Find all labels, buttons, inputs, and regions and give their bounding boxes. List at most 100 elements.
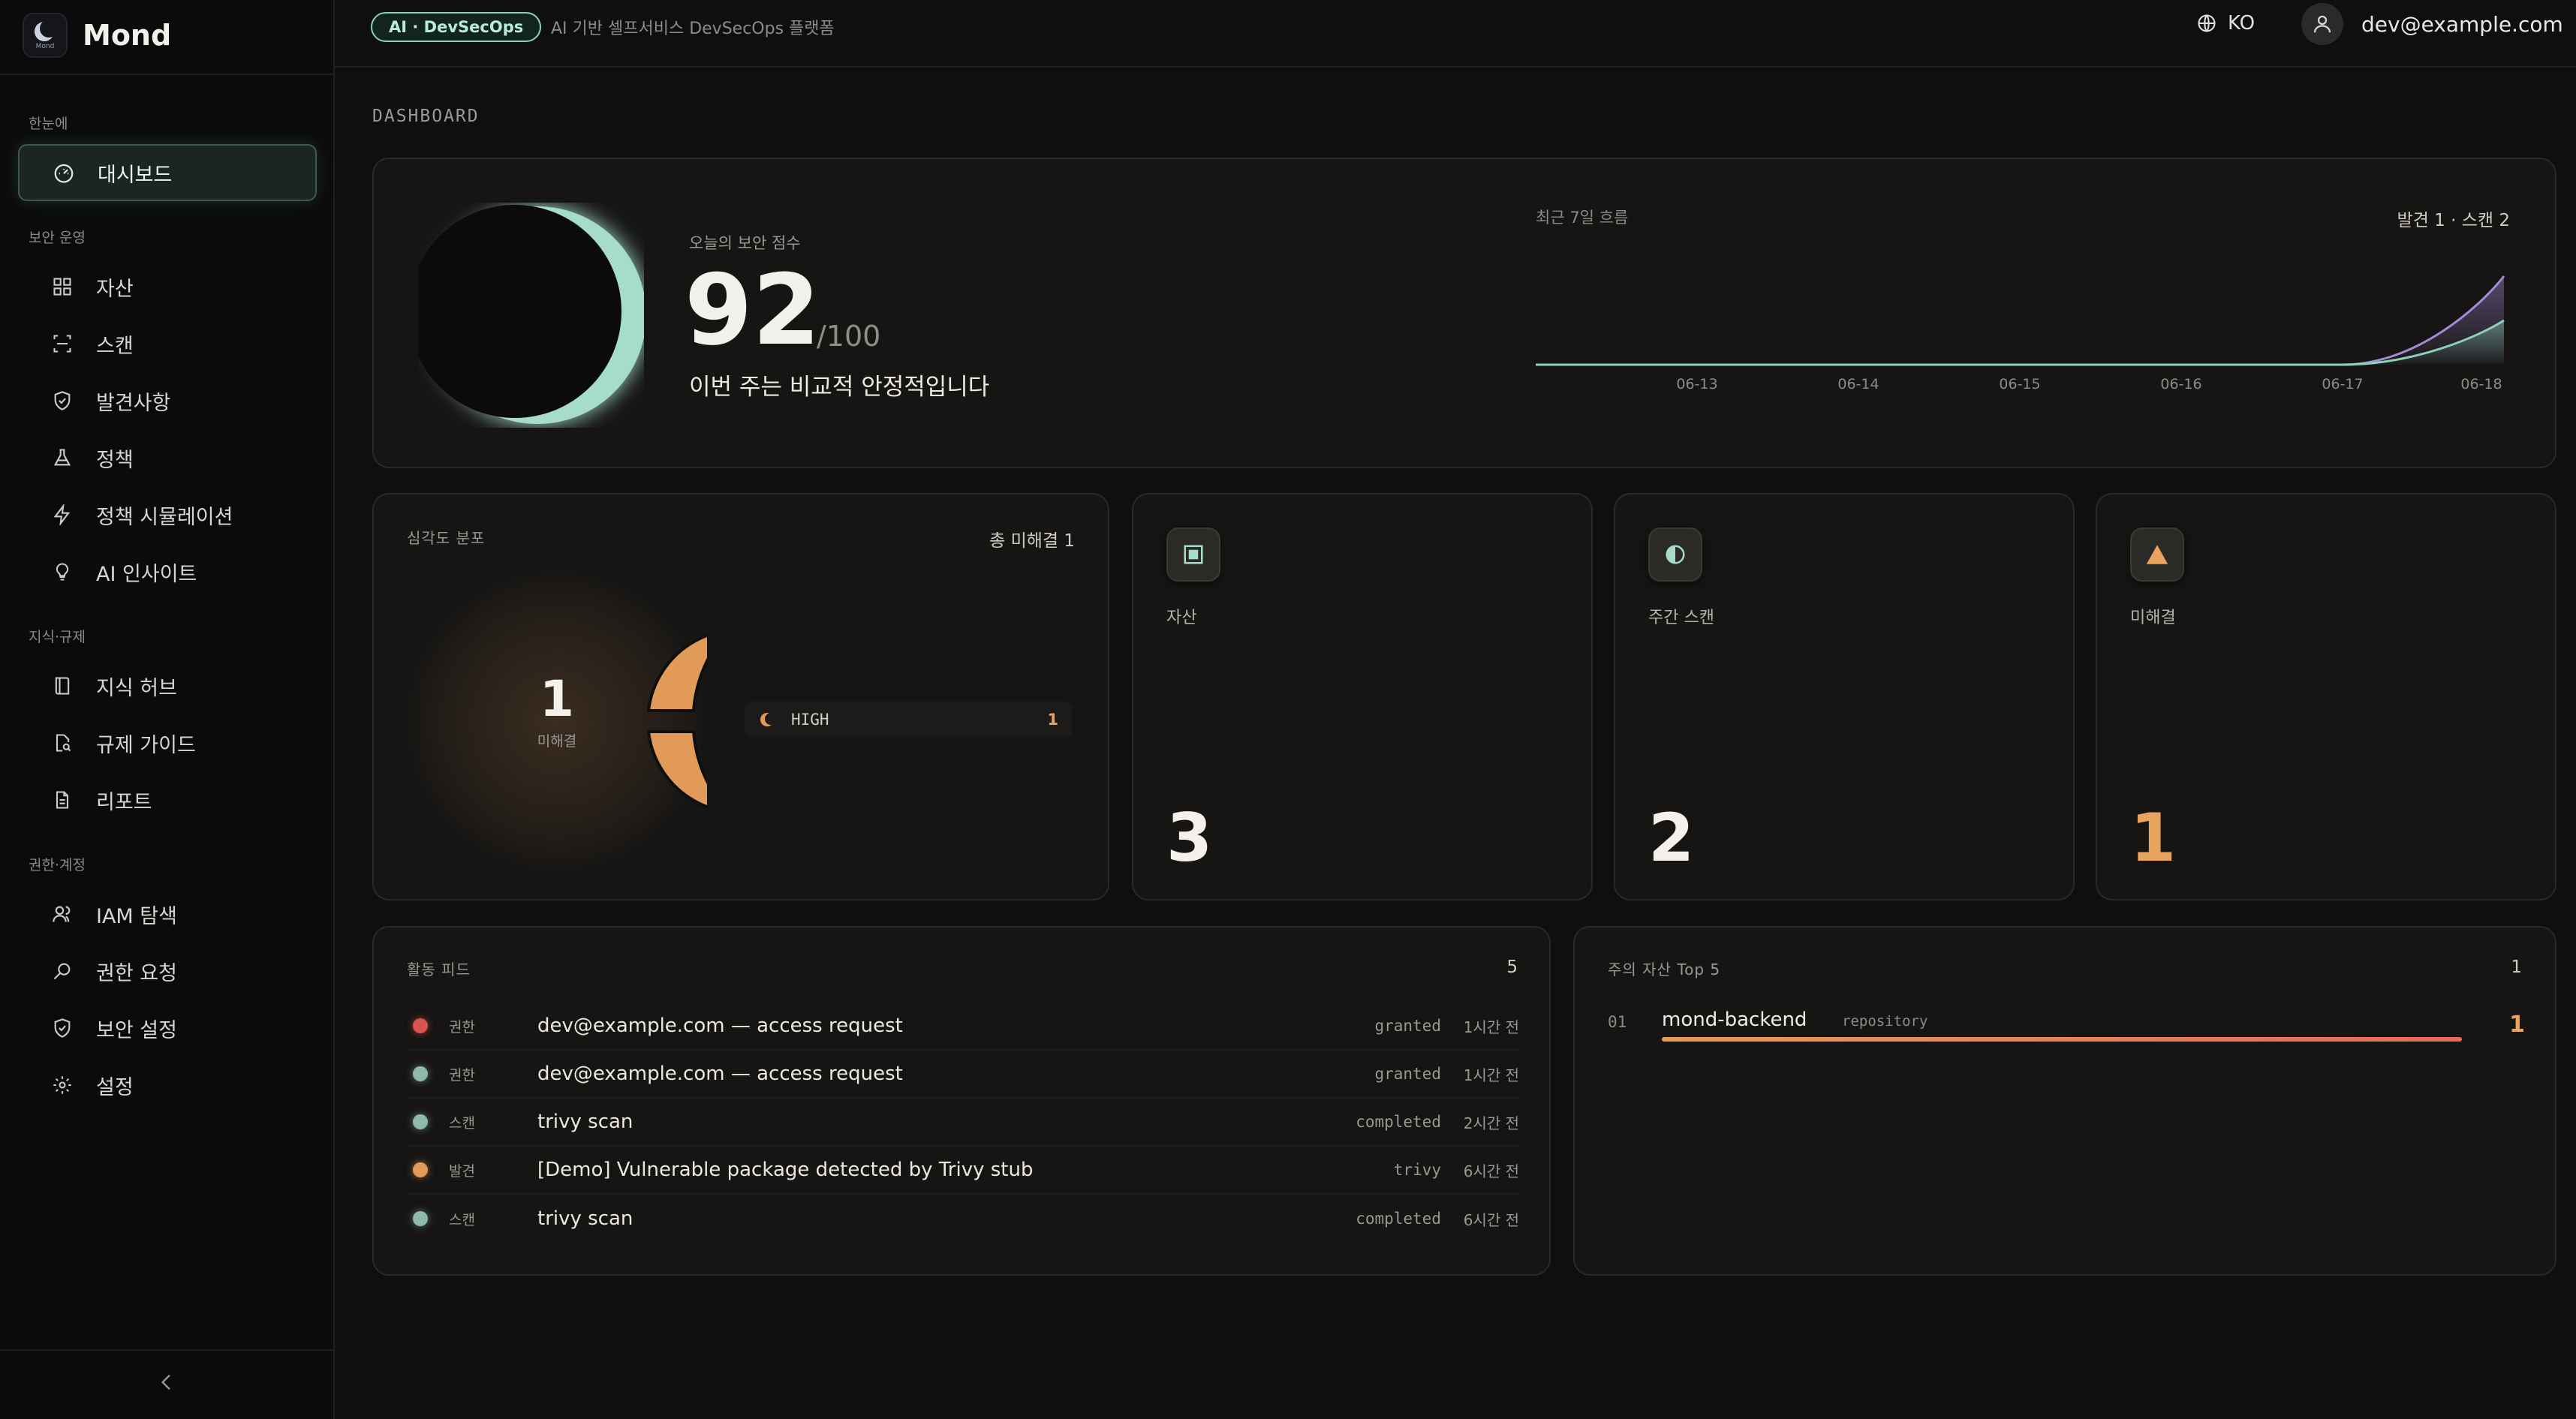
sidebar-item-report[interactable]: 리포트: [18, 771, 317, 828]
sidebar-item-policy-simulation[interactable]: 정책 시뮬레이션: [18, 486, 317, 543]
sidebar-item-label: 지식 허브: [96, 676, 177, 700]
sidebar-item-label: 보안 설정: [96, 1018, 177, 1042]
sidebar-item-iam[interactable]: IAM 탐색: [18, 885, 317, 942]
score-label: 오늘의 보안 점수: [689, 234, 801, 252]
sidebar-collapse-button[interactable]: [155, 1370, 179, 1394]
asset-name: mond-backend: [1662, 1009, 1807, 1031]
table-row[interactable]: 스캔 trivy scan completed 6시간 전: [407, 1195, 1519, 1243]
sidebar-item-policy[interactable]: 정책: [18, 429, 317, 486]
severity-donut: 1 미해결: [407, 571, 968, 871]
severity-legend-high[interactable]: HIGH 1: [745, 702, 1072, 738]
stat-card-assets[interactable]: 자산 3: [1132, 493, 1593, 900]
nav-section-title: 보안 운영: [29, 230, 86, 246]
users-icon: [51, 903, 74, 925]
feed-title: trivy scan: [537, 1111, 633, 1133]
globe-icon: [2198, 14, 2216, 32]
sidebar-item-label: 권한 요청: [96, 961, 177, 985]
feed-status: completed: [1356, 1210, 1441, 1228]
sidebar-item-findings[interactable]: 발견사항: [18, 372, 317, 429]
score-max: /100: [817, 320, 881, 353]
donut-center-label: 미해결: [537, 733, 577, 750]
sidebar-item-dashboard[interactable]: 대시보드: [18, 144, 317, 201]
table-row[interactable]: 발견 [Demo] Vulnerable package detected by…: [407, 1147, 1519, 1195]
sidebar-item-permission-request[interactable]: 권한 요청: [18, 942, 317, 1000]
feed-title: [Demo] Vulnerable package detected by Tr…: [537, 1159, 1034, 1181]
trend-tick-label: 06-18: [2460, 376, 2502, 392]
status-dot: [413, 1018, 428, 1033]
feed-title: trivy scan: [537, 1207, 633, 1230]
gear-icon: [51, 1074, 74, 1096]
trend-tick-label: 06-13: [1676, 376, 1717, 392]
trend-area-1: [1536, 320, 2504, 365]
sidebar-item-settings[interactable]: 설정: [18, 1057, 317, 1114]
sidebar-item-knowledge-hub[interactable]: 지식 허브: [18, 657, 317, 714]
stat-value: 1: [2130, 799, 2177, 876]
product-badge: AI · DevSecOps: [371, 12, 542, 42]
feed-title: dev@example.com — access request: [537, 1063, 903, 1085]
sidebar-item-label: IAM 탐색: [96, 904, 177, 928]
sidebar-item-assets[interactable]: 자산: [18, 258, 317, 315]
trend-line-1: [1536, 319, 2505, 366]
severity-distribution-card: 심각도 분포 총 미해결 1 1 미해결 HIGH 1: [372, 493, 1109, 900]
page-title: DASHBOARD: [372, 107, 480, 126]
top-assets-label: 주의 자산 Top 5: [1608, 961, 1721, 979]
feed-category: 발견: [449, 1162, 475, 1180]
trend-tick-label: 06-15: [1999, 376, 2040, 392]
brand[interactable]: Mond Mond: [23, 9, 171, 62]
feed-time: 6시간 전: [1463, 1162, 1519, 1180]
sidebar-item-security-settings[interactable]: 보안 설정: [18, 1000, 317, 1057]
stat-label: 자산: [1166, 609, 1197, 627]
feed-status: granted: [1374, 1065, 1441, 1083]
table-row[interactable]: 스캔 trivy scan completed 2시간 전: [407, 1099, 1519, 1147]
sidebar-item-label: 대시보드: [98, 163, 173, 187]
shield-icon: [51, 1017, 74, 1039]
top-header: AI · DevSecOps AI 기반 셀프서비스 DevSecOps 플랫폼…: [335, 0, 2576, 68]
feed-category: 스캔: [449, 1114, 475, 1132]
status-dot: [413, 1114, 428, 1129]
user-icon: [2313, 15, 2331, 33]
trend-label: 최근 7일 흐름: [1536, 209, 1629, 227]
moon-score-icon: [408, 203, 646, 428]
flask-icon: [51, 446, 74, 469]
trend-summary: 발견 1 · 스캔 2: [2397, 211, 2510, 230]
user-menu[interactable]: dev@example.com: [2301, 3, 2563, 45]
sidebar-item-label: 정책 시뮬레이션: [96, 505, 233, 529]
trend-area-0: [1536, 276, 2504, 365]
file-text-icon: [51, 789, 74, 811]
feed-time: 1시간 전: [1463, 1066, 1519, 1084]
list-item[interactable]: 01 mond-backend repository 1: [1608, 1003, 2525, 1048]
brand-logo-icon: Mond: [23, 13, 68, 58]
square-icon: [1166, 528, 1220, 582]
sidebar-item-regulation-guide[interactable]: 규제 가이드: [18, 714, 317, 771]
feed-title: dev@example.com — access request: [537, 1015, 903, 1037]
grid-icon: [51, 275, 74, 298]
stat-label: 주간 스캔: [1648, 609, 1714, 627]
table-row[interactable]: 권한 dev@example.com — access request gran…: [407, 1051, 1519, 1099]
trend-chart: 06-13 06-14 06-15 06-16 06-17 06-18: [1536, 275, 2505, 392]
file-search-icon: [51, 732, 74, 754]
top-assets-card: 주의 자산 Top 5 1 01 mond-backend repository…: [1573, 926, 2556, 1276]
header-tagline: AI 기반 셀프서비스 DevSecOps 플랫폼: [551, 20, 835, 38]
severity-label: 심각도 분포: [407, 529, 486, 547]
security-score-card: 오늘의 보안 점수 92 /100 이번 주는 비교적 안정적입니다 최근 7일…: [372, 158, 2556, 468]
asset-type: repository: [1842, 1013, 1928, 1030]
sidebar-item-label: 리포트: [96, 790, 152, 814]
language-switcher[interactable]: KO: [2196, 12, 2255, 35]
table-row[interactable]: 권한 dev@example.com — access request gran…: [407, 1003, 1519, 1051]
sidebar-item-ai-insight[interactable]: AI 인사이트: [18, 543, 317, 600]
sidebar-footer-divider: [0, 1349, 335, 1351]
sidebar-divider: [0, 74, 335, 75]
warning-triangle-icon: [2130, 528, 2184, 582]
user-email: dev@example.com: [2361, 11, 2563, 37]
stat-value: 2: [1648, 799, 1695, 876]
top-assets-count: 1: [2511, 958, 2522, 977]
sidebar-item-scan[interactable]: 스캔: [18, 315, 317, 372]
sidebar-item-label: 스캔: [96, 334, 134, 358]
nav-section-title: 한눈에: [29, 116, 68, 132]
activity-count: 5: [1506, 958, 1518, 977]
half-circle-icon: [1648, 528, 1702, 582]
stat-card-unresolved[interactable]: 미해결 1: [2096, 493, 2556, 900]
asset-rank: 01: [1608, 1013, 1627, 1031]
stat-card-weekly-scans[interactable]: 주간 스캔 2: [1614, 493, 2075, 900]
severity-legend-name: HIGH: [791, 711, 829, 729]
